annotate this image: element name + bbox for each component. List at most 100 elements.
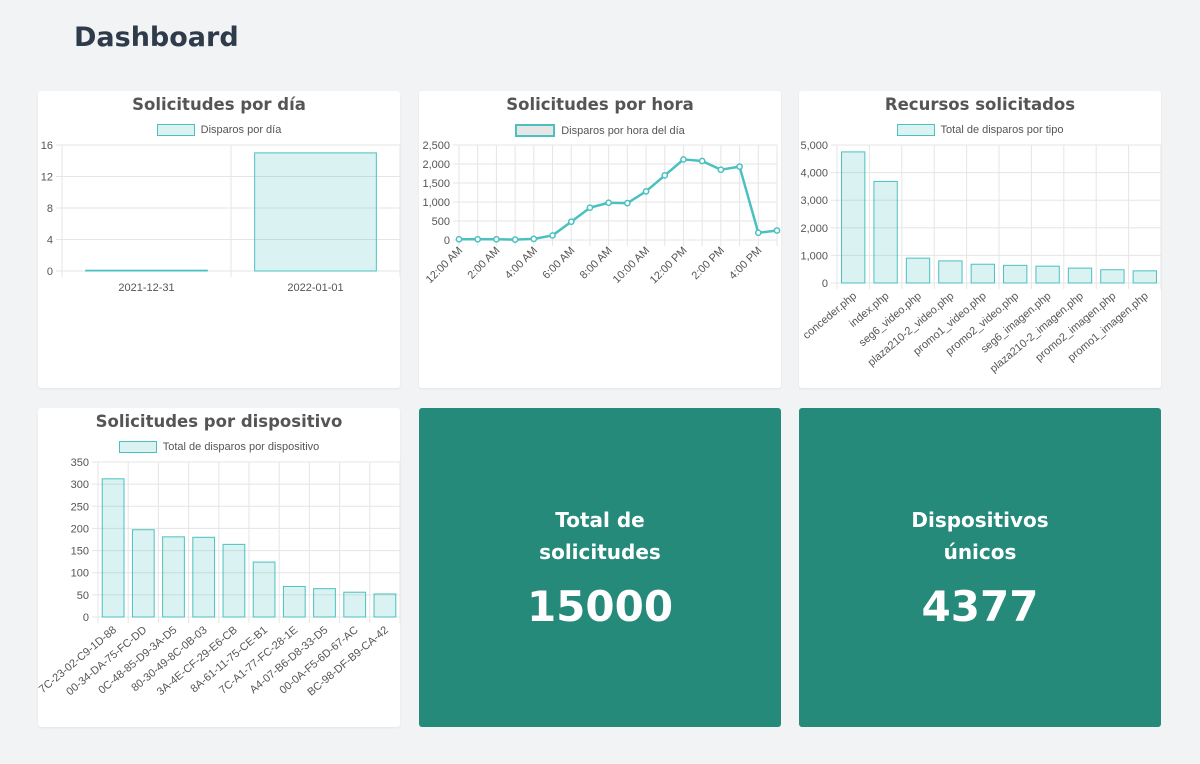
y-tick-label: 350	[71, 457, 89, 469]
bar	[254, 152, 377, 272]
legend-swatch	[118, 441, 157, 453]
data-point	[605, 199, 612, 207]
data-point	[736, 163, 743, 171]
x-tick-label: 8:00 AM	[578, 245, 615, 282]
data-point	[586, 204, 594, 212]
x-tick-label: 12:00 PM	[648, 245, 690, 287]
hourly-chart-legend[interactable]: Disparos por hora del día	[419, 124, 781, 137]
bar	[905, 257, 931, 284]
bar	[162, 536, 185, 618]
y-tick-label: 3,000	[800, 195, 828, 207]
y-tick-label: 16	[41, 140, 53, 152]
devices-chart-legend[interactable]: Total de disparos por dispositivo	[38, 441, 400, 453]
data-point	[549, 232, 556, 239]
total-requests-stat: Total de solicitudes 15000	[419, 408, 781, 727]
y-tick-label: 1,000	[800, 250, 828, 262]
bar	[85, 269, 208, 272]
daily-chart-legend[interactable]: Disparos por día	[38, 124, 400, 136]
legend-swatch	[515, 124, 556, 137]
hourly-requests-card: Solicitudes por hora Disparos por hora d…	[419, 91, 781, 388]
data-point	[455, 235, 463, 243]
bar	[1003, 264, 1028, 284]
devices-bar-chart: 0501001502002503003507C-23-02-C9-1D-8800…	[37, 457, 401, 699]
devices-card: Solicitudes por dispositivo Total de dis…	[37, 408, 401, 727]
data-point	[754, 229, 762, 237]
bar	[970, 263, 995, 284]
y-tick-label: 50	[77, 590, 89, 602]
bar	[1067, 267, 1093, 284]
hourly-chart-title: Solicitudes por hora	[506, 95, 694, 114]
y-tick-label: 1,500	[422, 178, 450, 190]
data-point	[493, 235, 500, 243]
stat-value: 4377	[921, 582, 1039, 631]
y-tick-label: 0	[83, 612, 89, 624]
bar	[1132, 270, 1157, 284]
stat-label: Total de solicitudes	[539, 508, 661, 564]
unique-devices-stat: Dispositivos únicos 4377	[799, 408, 1161, 727]
bar	[313, 588, 336, 618]
bar	[1035, 265, 1060, 284]
x-tick-label: 2:00 PM	[690, 245, 727, 282]
devices-chart-title: Solicitudes por dispositivo	[95, 412, 343, 431]
bar	[1100, 269, 1125, 284]
y-tick-label: 2,000	[422, 159, 450, 171]
x-tick-label: 4:00 PM	[727, 245, 764, 282]
x-tick-label: 6:00 AM	[540, 245, 577, 282]
data-point	[567, 218, 575, 226]
x-tick-label: 12:00 AM	[424, 245, 465, 286]
data-point	[661, 172, 669, 179]
stat-label: Dispositivos únicos	[911, 508, 1049, 564]
resources-chart-title: Recursos solicitados	[884, 95, 1076, 114]
y-tick-label: 0	[444, 235, 450, 247]
y-tick-label: 1,000	[422, 197, 450, 209]
resources-chart-legend[interactable]: Total de disparos por tipo	[799, 124, 1161, 136]
y-tick-label: 12	[41, 172, 53, 184]
daily-requests-card: Solicitudes por día Disparos por día 0 4 8…	[38, 91, 401, 388]
data-point	[474, 235, 482, 243]
bar	[222, 543, 246, 618]
bar	[252, 561, 276, 618]
bar	[101, 478, 125, 618]
bar	[373, 593, 397, 618]
y-tick-label: 200	[71, 523, 89, 535]
bar	[282, 585, 306, 618]
y-tick-label: 4,000	[800, 168, 828, 180]
x-tick-label: 10:00 AM	[611, 245, 652, 286]
daily-chart-title: Solicitudes por día	[132, 95, 306, 114]
x-tick-label: conceder.php	[801, 290, 859, 342]
legend-label: Total de disparos por dispositivo	[162, 441, 320, 453]
data-point	[717, 166, 725, 174]
y-tick-label: 250	[71, 501, 89, 513]
x-tick-label: 2022-01-01	[287, 282, 343, 294]
y-tick-label: 4	[47, 235, 53, 247]
x-tick-label: 4:00 AM	[503, 245, 540, 282]
bar	[873, 180, 898, 284]
x-tick-label: 2:00 AM	[466, 245, 503, 282]
data-point	[530, 235, 538, 243]
y-tick-label: 0	[822, 278, 828, 290]
legend-swatch	[156, 124, 195, 136]
series-line	[459, 158, 778, 241]
stat-value: 15000	[526, 582, 674, 631]
data-point	[624, 199, 631, 207]
resources-card: Recursos solicitados Total de disparos p…	[799, 91, 1162, 388]
y-tick-label: 100	[71, 568, 89, 580]
legend-swatch	[896, 124, 935, 136]
data-point	[642, 188, 650, 195]
data-point	[773, 227, 781, 234]
resources-bar-chart: 01,0002,0003,0004,0005,000conceder.phpin…	[800, 140, 1162, 375]
legend-label: Disparos por hora del día	[561, 124, 685, 137]
y-tick-label: 2,000	[800, 223, 828, 235]
y-tick-label: 150	[71, 546, 89, 558]
bar	[938, 260, 963, 284]
y-tick-label: 500	[432, 216, 450, 228]
page-title: Dashboard	[74, 22, 239, 53]
x-tick-label: 2021-12-31	[118, 282, 174, 294]
legend-label: Disparos por día	[200, 124, 282, 136]
bar	[343, 591, 367, 618]
y-tick-label: 5,000	[800, 140, 828, 152]
data-point	[680, 156, 687, 163]
y-tick-label: 2,500	[422, 140, 450, 152]
daily-bar-chart: 0 4 8 12 16 2021-12-31 2022-01-01	[41, 140, 401, 294]
